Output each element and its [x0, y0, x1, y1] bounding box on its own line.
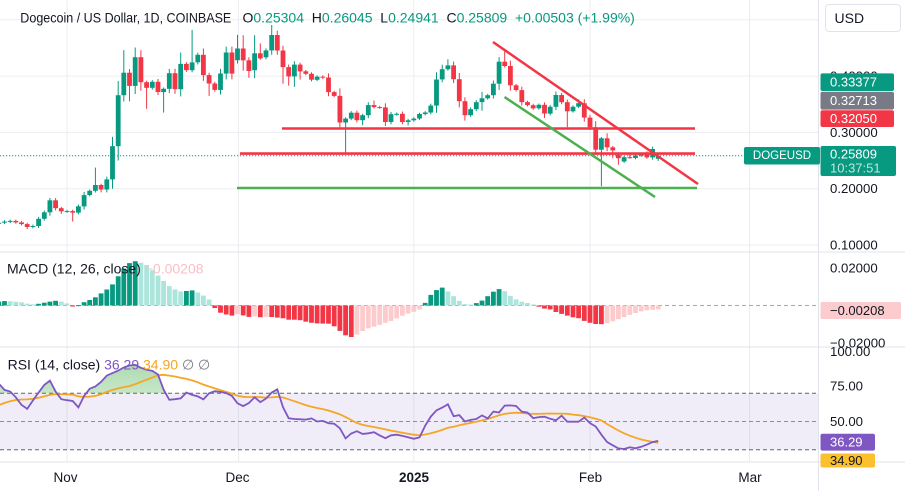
svg-text:0.02000: 0.02000 — [830, 261, 878, 276]
svg-text:75.00: 75.00 — [830, 379, 863, 394]
svg-text:Feb: Feb — [579, 470, 602, 485]
svg-text:0.10000: 0.10000 — [830, 238, 878, 253]
svg-text:0.30000: 0.30000 — [830, 125, 878, 140]
svg-text:RSI (14, close) 36.29 34.90 ∅: RSI (14, close) 36.29 34.90 ∅ ∅ — [8, 357, 211, 373]
svg-text:MACD (12, 26, close) −0.00208: MACD (12, 26, close) −0.00208 — [7, 261, 204, 277]
svg-text:100.00: 100.00 — [830, 344, 870, 359]
svg-text:50.00: 50.00 — [830, 414, 863, 429]
svg-text:2025: 2025 — [399, 470, 430, 485]
svg-text:−0.00208: −0.00208 — [830, 303, 885, 318]
svg-text:36.29: 36.29 — [830, 435, 863, 450]
svg-text:Nov: Nov — [53, 470, 77, 485]
svg-text:10:37:51: 10:37:51 — [830, 161, 881, 176]
svg-text:34.90: 34.90 — [830, 453, 863, 468]
svg-text:O0.25304 H0.26045 L0.24941: O0.25304 H0.26045 L0.24941 C0.25809 +0.0… — [243, 10, 635, 26]
svg-text:DOGEUSD: DOGEUSD — [753, 150, 811, 162]
svg-text:0.32713: 0.32713 — [830, 93, 877, 108]
svg-text:0.25809: 0.25809 — [830, 147, 877, 162]
svg-text:Dogecoin / US Dollar, 1D, COIN: Dogecoin / US Dollar, 1D, COINBASE — [20, 10, 231, 26]
svg-text:Dec: Dec — [225, 470, 249, 485]
svg-text:0.32050: 0.32050 — [830, 111, 877, 126]
svg-text:Mar: Mar — [738, 470, 762, 485]
svg-text:0.20000: 0.20000 — [830, 181, 878, 196]
svg-text:0.33377: 0.33377 — [830, 75, 877, 90]
svg-text:−0.02000: −0.02000 — [830, 336, 885, 351]
